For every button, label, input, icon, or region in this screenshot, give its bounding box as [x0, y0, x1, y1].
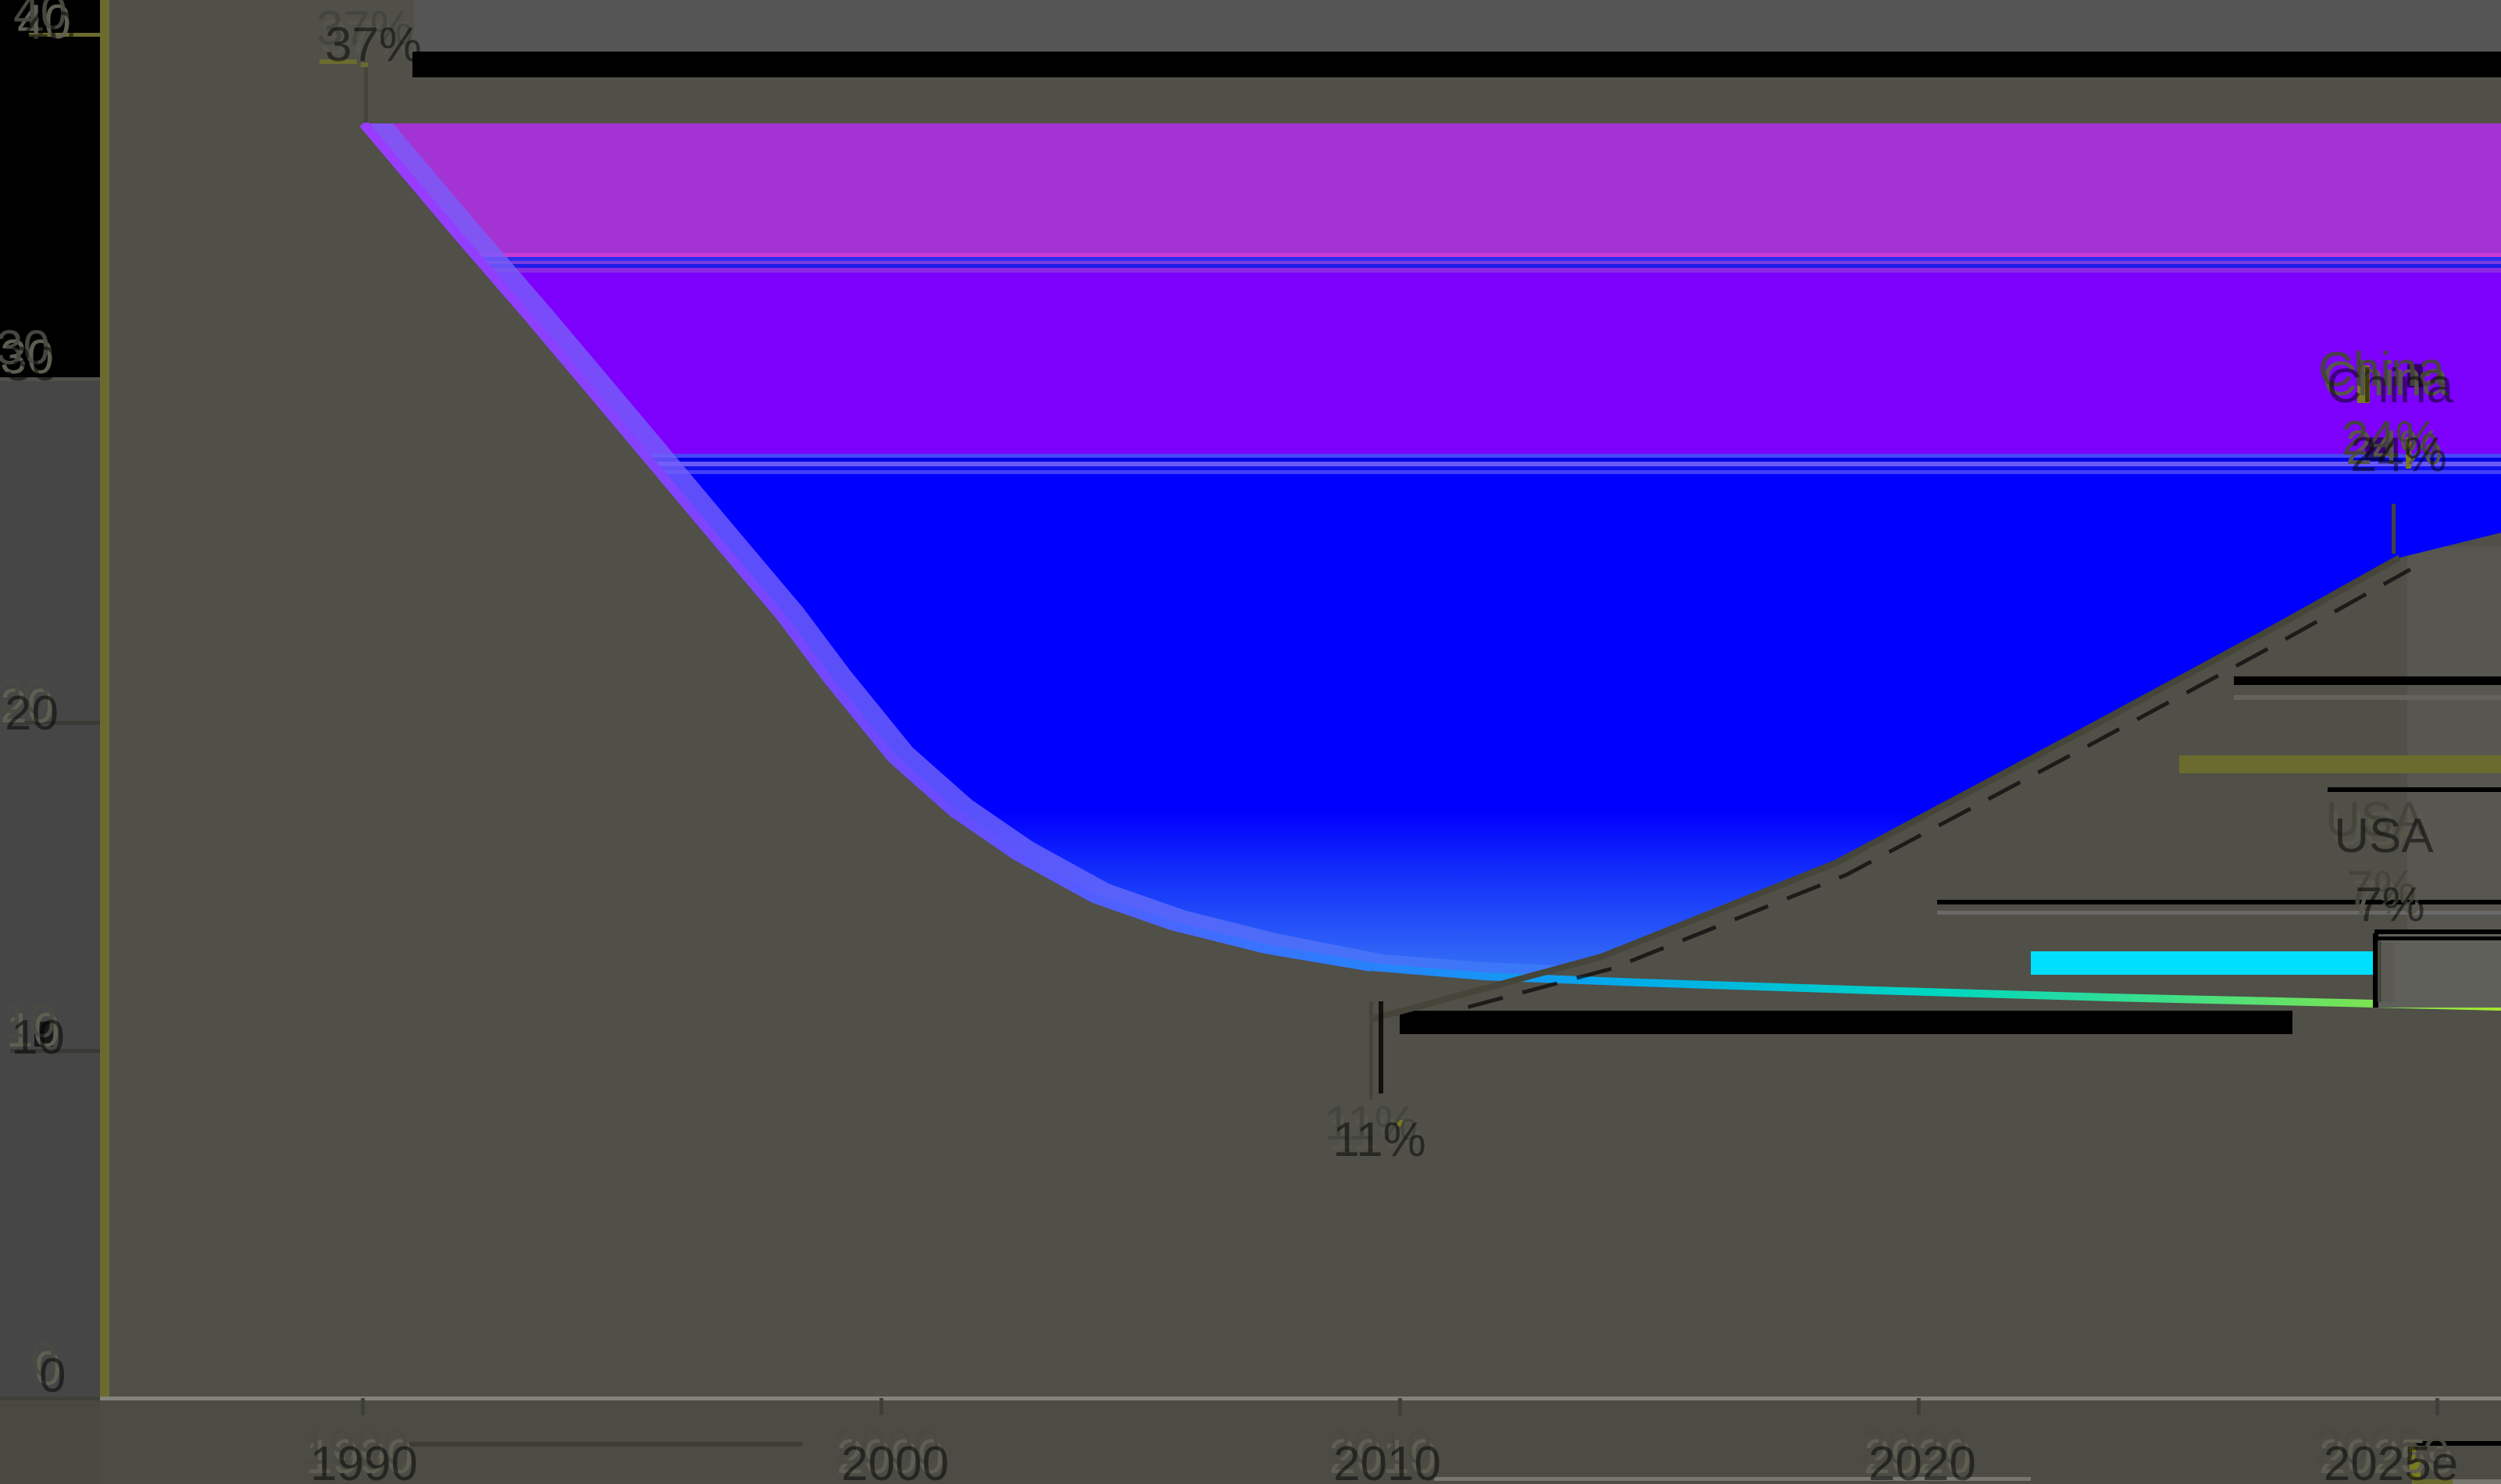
svg-text:30: 30	[5, 337, 59, 391]
svg-text:2010: 2010	[1333, 1437, 1441, 1484]
svg-text:2000: 2000	[837, 1430, 944, 1484]
svg-text:0: 0	[39, 1349, 66, 1403]
svg-text:1990: 1990	[301, 1421, 409, 1475]
svg-text:40: 40	[22, 2, 76, 56]
svg-text:11%: 11%	[1333, 1113, 1426, 1167]
svg-text:20: 20	[0, 680, 54, 733]
svg-text:2000: 2000	[833, 1421, 940, 1475]
svg-text:2025e: 2025e	[2324, 1437, 2458, 1484]
svg-text:24%: 24%	[2342, 412, 2439, 466]
svg-text:China: China	[2318, 343, 2446, 397]
svg-text:30: 30	[0, 330, 54, 384]
svg-text:2020: 2020	[1864, 1430, 1971, 1484]
svg-text:0: 0	[30, 1332, 57, 1386]
svg-text:China: China	[2322, 352, 2449, 406]
svg-text:7%: 7%	[2350, 871, 2421, 925]
svg-text:10: 10	[2, 994, 56, 1048]
svg-text:2010: 2010	[1325, 1421, 1432, 1475]
svg-text:20: 20	[0, 670, 50, 724]
svg-text:2025e: 2025e	[2315, 1421, 2449, 1475]
svg-text:10: 10	[6, 1004, 60, 1058]
svg-text:USA: USA	[2334, 809, 2434, 863]
svg-text:11%: 11%	[1324, 1097, 1418, 1150]
svg-text:37%: 37%	[316, 2, 413, 55]
svg-text:2020: 2020	[1860, 1421, 1968, 1475]
svg-text:China: China	[2327, 359, 2454, 413]
svg-text:2000: 2000	[841, 1437, 949, 1484]
svg-text:10: 10	[11, 1011, 65, 1065]
svg-text:1990: 1990	[310, 1437, 418, 1484]
svg-text:1990: 1990	[305, 1430, 413, 1484]
svg-text:30: 30	[0, 321, 50, 375]
svg-text:40: 40	[17, 0, 71, 49]
svg-text:2020: 2020	[1868, 1437, 1976, 1484]
svg-text:USA: USA	[2325, 793, 2425, 847]
svg-text:24%: 24%	[2350, 428, 2447, 482]
svg-text:2010: 2010	[1329, 1430, 1436, 1484]
svg-text:37%: 37%	[320, 11, 417, 65]
svg-text:40: 40	[13, 0, 67, 40]
svg-text:USA: USA	[2329, 802, 2429, 856]
svg-text:7%: 7%	[2355, 878, 2425, 932]
svg-text:2025e: 2025e	[2319, 1430, 2453, 1484]
svg-text:24%: 24%	[2346, 421, 2442, 475]
svg-text:7%: 7%	[2346, 862, 2417, 915]
svg-text:20: 20	[5, 687, 59, 740]
svg-text:37%: 37%	[325, 18, 422, 72]
svg-text:11%: 11%	[1328, 1106, 1422, 1160]
svg-text:0: 0	[34, 1342, 61, 1396]
